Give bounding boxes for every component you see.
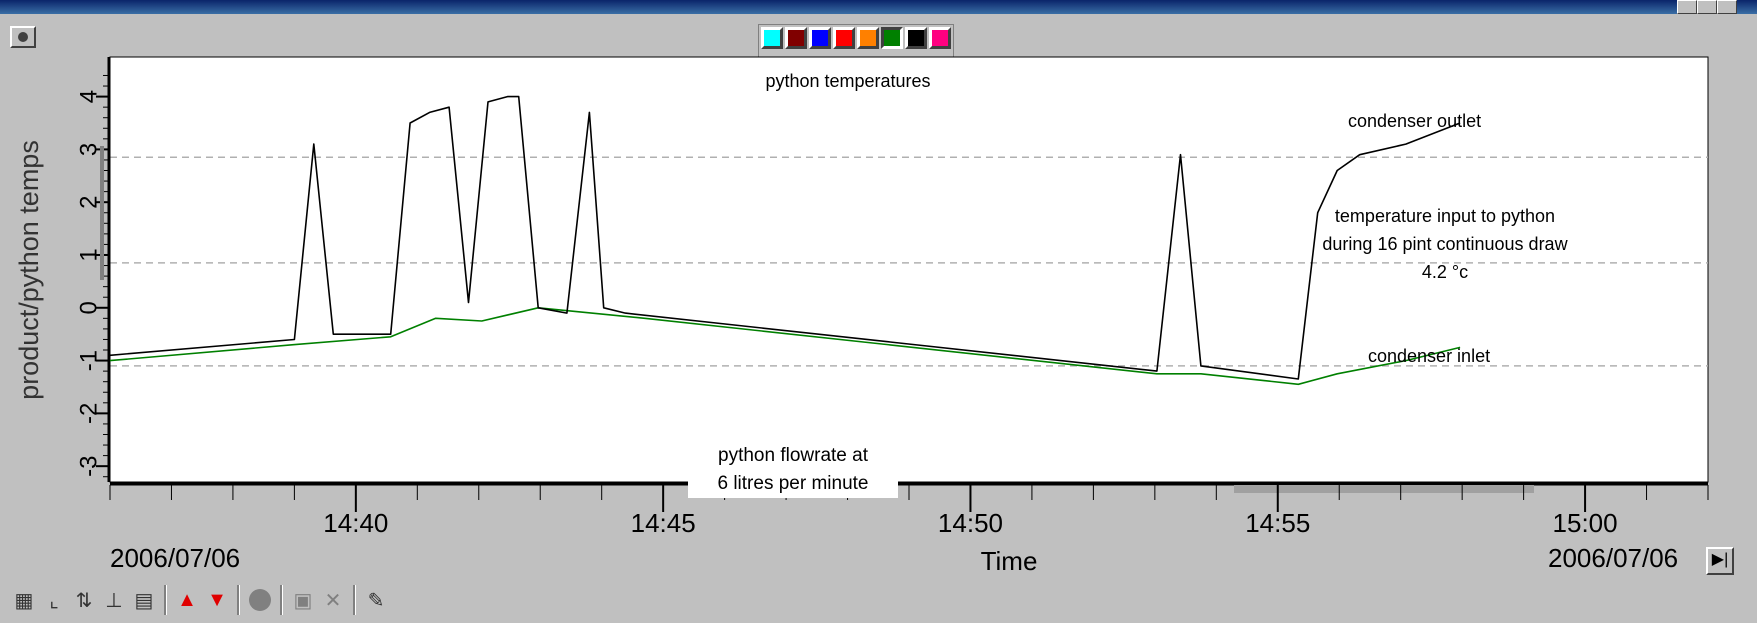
flowrate-note-line2: 6 litres per minute [717, 473, 869, 494]
temperature-input-note-line1: temperature input to python [1334, 206, 1556, 226]
close-button[interactable] [1717, 0, 1737, 14]
axis-scale-icon[interactable]: ⊥ [105, 589, 123, 612]
color-swatch[interactable] [881, 27, 903, 49]
x-axis-title: Time [981, 546, 1038, 576]
x-tick-label: 14:45 [631, 508, 696, 538]
axis-icon[interactable]: ⌞ [49, 589, 59, 612]
window-icon[interactable]: ▣ [293, 589, 313, 612]
bottom-toolbar: ▦ ⌞ ⇅ ⊥ ▤ ▲ ▼ ▣ ✕ ✎ [10, 582, 390, 618]
y-tick-label: -3 [75, 455, 102, 476]
scroll-to-end-button[interactable]: ▶| [1706, 547, 1734, 575]
cross-icon[interactable]: ✕ [324, 589, 342, 612]
flowrate-note: python flowrate at 6 litres per minute [688, 442, 898, 498]
plot-area [109, 56, 1709, 483]
x-tick-label: 14:50 [938, 508, 1003, 538]
x-scroll-indicator [1234, 485, 1534, 493]
window-title-bar [0, 0, 1757, 14]
y-tick-label: 4 [75, 90, 102, 103]
color-swatch[interactable] [905, 27, 927, 49]
temperature-input-note-line2: during 16 pint continuous draw [1322, 234, 1568, 254]
y-tick-label: 3 [75, 143, 102, 156]
start-date-label: 2006/07/06 [110, 543, 241, 573]
outlet-series-label: condenser outlet [1348, 111, 1482, 131]
end-date-label: 2006/07/06 [1548, 543, 1679, 573]
flowrate-note-line1: python flowrate at [718, 445, 868, 466]
x-tick-label: 14:40 [323, 508, 388, 538]
series-line-condenser-inlet [109, 307, 1461, 386]
series-line-condenser-outlet [109, 95, 1461, 380]
y-scroll-indicator [100, 146, 104, 280]
color-swatch[interactable] [929, 27, 951, 49]
grid-icon[interactable]: ▦ [14, 589, 34, 612]
record-icon[interactable] [246, 586, 274, 614]
toolbar-separator [353, 585, 356, 615]
inlet-series-label: condenser inlet [1368, 346, 1491, 366]
swap-axes-icon[interactable]: ⇅ [75, 589, 93, 612]
arrow-up-red-icon[interactable]: ▲ [177, 588, 197, 611]
color-swatch[interactable] [809, 27, 831, 49]
toolbar-separator [280, 585, 283, 615]
record-toggle-button[interactable] [10, 26, 36, 48]
x-tick-label: 15:00 [1553, 508, 1618, 538]
y-tick-label: -1 [75, 350, 102, 371]
color-swatch[interactable] [833, 27, 855, 49]
y-tick-label: 2 [75, 196, 102, 209]
y-tick-label: 1 [75, 248, 102, 261]
color-swatch[interactable] [857, 27, 879, 49]
toolbar-separator [237, 585, 240, 615]
chart-title: python temperatures [765, 71, 930, 91]
skip-end-icon: ▶| [1711, 551, 1729, 568]
pen-color-palette [758, 24, 954, 58]
y-axis-title: product/python temps [14, 140, 44, 400]
arrow-down-red-icon[interactable]: ▼ [207, 588, 227, 611]
x-tick-label: 14:55 [1245, 508, 1310, 538]
temperature-input-note-line3: 4.2 °c [1421, 262, 1469, 282]
minimize-button[interactable] [1677, 0, 1697, 14]
record-dot-icon [18, 32, 28, 42]
color-swatch[interactable] [761, 27, 783, 49]
y-tick-label: -2 [75, 403, 102, 424]
maximize-button[interactable] [1697, 0, 1717, 14]
color-swatch[interactable] [785, 27, 807, 49]
properties-icon[interactable]: ▤ [134, 589, 154, 612]
toolbar-separator [164, 585, 167, 615]
pen-icon[interactable]: ✎ [367, 589, 385, 612]
y-tick-label: 0 [75, 301, 102, 314]
